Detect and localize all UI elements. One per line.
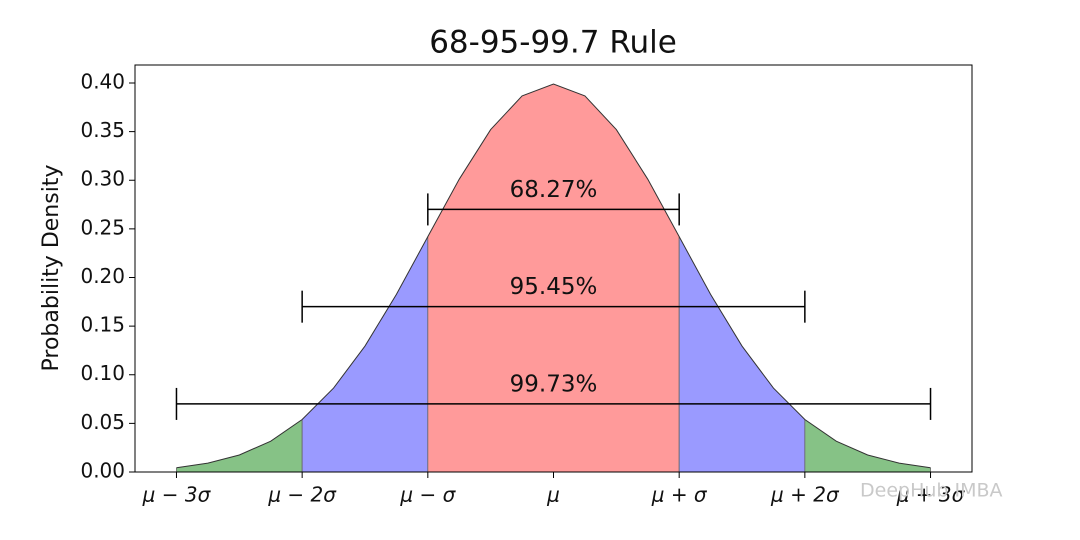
y-tick-label: 0.05 (80, 410, 125, 434)
y-tick-label: 0.00 (80, 459, 125, 483)
y-tick-label: 0.10 (80, 361, 125, 385)
shaded-region (176, 419, 303, 472)
interval-label: 68.27% (510, 177, 598, 203)
y-tick-label: 0.40 (80, 69, 125, 93)
y-tick-label: 0.20 (80, 264, 125, 288)
shaded-region (679, 236, 805, 472)
shaded-region (302, 236, 428, 472)
y-tick-label: 0.15 (80, 313, 125, 337)
x-tick-label: μ + 2σ (770, 483, 840, 507)
x-tick-label: μ (546, 483, 560, 507)
x-tick-label: μ − 2σ (267, 483, 337, 507)
y-tick-label: 0.25 (80, 215, 125, 239)
shaded-region (427, 84, 680, 473)
shaded-region (804, 419, 931, 472)
interval-label: 95.45% (510, 274, 598, 300)
y-axis-label: Probability Density (39, 165, 64, 372)
density-curve (176, 83, 931, 469)
x-tick-label: μ + σ (651, 483, 708, 507)
x-tick-label: μ − 3σ (142, 483, 212, 507)
chart-title: 68-95-99.7 Rule (429, 25, 677, 61)
y-tick-label: 0.30 (80, 167, 125, 191)
watermark: DeepHub IMBA (860, 480, 1003, 502)
x-tick-label: μ − σ (399, 483, 456, 507)
y-tick-label: 0.35 (80, 118, 125, 142)
x-tick-label: μ + 3σ (896, 483, 966, 507)
interval-label: 99.73% (510, 371, 598, 397)
